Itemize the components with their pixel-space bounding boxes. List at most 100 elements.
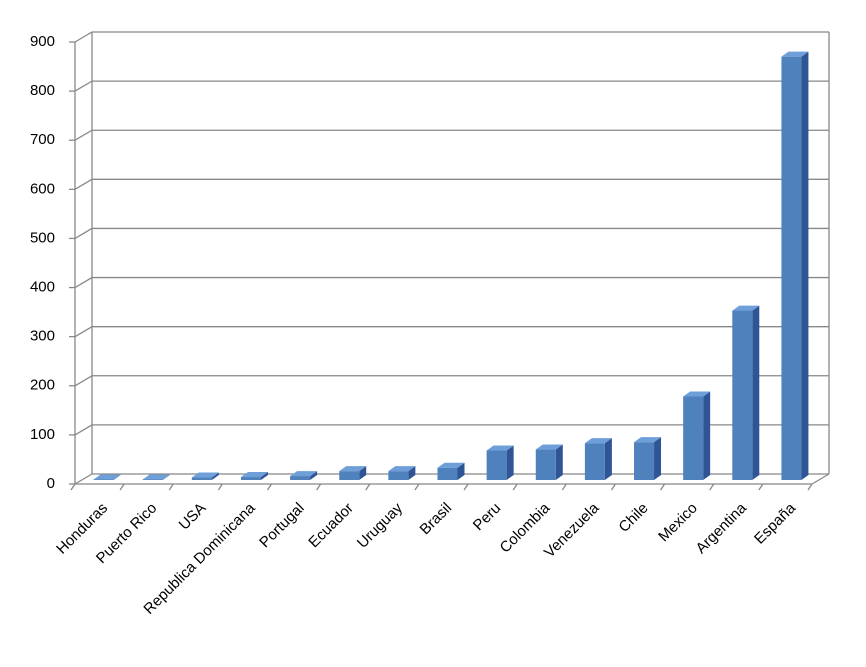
y-tick-label: 800	[30, 82, 55, 99]
x-tick	[365, 483, 371, 491]
x-tick-label: Argentina	[693, 499, 751, 557]
x-tick-label: Portugal	[256, 500, 308, 552]
bar	[339, 466, 367, 480]
bar-side	[604, 438, 612, 480]
x-tick	[414, 483, 420, 491]
bar-top	[535, 444, 563, 450]
bar-top	[240, 472, 268, 478]
bar-side	[654, 437, 662, 480]
bar-front	[240, 477, 261, 480]
bar-top	[486, 445, 514, 451]
bar-side	[457, 462, 465, 480]
x-tick-label: Peru	[470, 500, 504, 534]
bar-top	[781, 51, 809, 57]
bar-front	[732, 310, 753, 480]
grid-line	[74, 375, 829, 387]
bar	[634, 437, 662, 480]
x-tick-label: Uruguay	[354, 499, 406, 551]
x-tick	[561, 483, 567, 491]
bar	[486, 445, 514, 480]
bar-top	[584, 438, 612, 444]
x-tick	[758, 483, 764, 491]
bar-front	[683, 396, 704, 480]
bar-side	[359, 466, 367, 480]
x-tick-label: Venezuela	[541, 499, 603, 561]
y-tick-label: 500	[30, 229, 55, 246]
y-tick-label: 900	[30, 33, 55, 50]
x-tick-label: Mexico	[655, 500, 701, 546]
grid-line	[74, 473, 829, 485]
bar-front	[339, 471, 360, 480]
bar-top	[142, 474, 170, 480]
bar	[535, 444, 563, 480]
bar	[683, 391, 711, 480]
x-tick	[463, 483, 469, 491]
floor-right	[811, 473, 830, 485]
bar-front	[486, 450, 507, 480]
grid-line	[74, 424, 829, 436]
bar	[142, 474, 170, 480]
bar	[191, 472, 219, 480]
bar-side	[555, 444, 563, 480]
grid-line	[74, 178, 829, 190]
y-tick-label: 400	[30, 279, 55, 296]
bar	[240, 472, 268, 480]
x-tick	[168, 483, 174, 491]
bar-top	[339, 466, 367, 472]
bar-front	[437, 467, 458, 480]
x-tick	[217, 483, 223, 491]
bar	[781, 51, 809, 480]
x-tick	[610, 483, 617, 491]
bar-side	[506, 445, 514, 480]
bar	[437, 462, 465, 480]
grid-line	[74, 80, 829, 92]
bar-side	[801, 51, 809, 480]
bar-top	[683, 391, 711, 397]
bar-top	[634, 437, 662, 443]
grid-line	[74, 129, 829, 141]
x-tick-label: Brasil	[417, 500, 456, 539]
bar	[388, 466, 416, 480]
x-tick	[807, 483, 813, 491]
bar-side	[752, 305, 760, 480]
y-tick-label: 600	[30, 180, 55, 197]
y-tick-label: 700	[30, 131, 55, 148]
bar-front	[191, 477, 212, 480]
bar-top	[191, 472, 219, 478]
bar-top	[93, 474, 121, 480]
grid-line	[74, 31, 829, 43]
y-tick-label: 0	[47, 475, 55, 492]
y-tick-label: 300	[30, 328, 55, 345]
bar-side	[162, 474, 170, 480]
bar-top	[290, 471, 318, 477]
x-tick-label: Chile	[615, 500, 651, 536]
x-tick-label: Ecuador	[305, 500, 357, 552]
bar-side	[260, 472, 268, 480]
bar-front	[781, 56, 802, 480]
bar	[584, 438, 612, 480]
bar-top	[388, 466, 416, 472]
y-tick-label: 200	[30, 377, 55, 394]
bar-side	[703, 391, 711, 480]
grid-line	[74, 227, 829, 240]
y-tick-label: 100	[30, 426, 55, 443]
x-tick	[119, 483, 125, 491]
x-tick	[660, 483, 666, 491]
bar	[732, 305, 760, 480]
bar-side	[408, 466, 416, 480]
x-tick-label: USA	[176, 500, 210, 534]
x-tick	[70, 483, 76, 491]
bar-side	[211, 472, 219, 480]
bar-front	[584, 443, 605, 480]
x-tick	[709, 483, 715, 491]
bar	[290, 471, 318, 480]
bar-side	[113, 474, 121, 480]
bar-side	[310, 471, 318, 480]
bar-front	[634, 442, 655, 480]
bar-front	[388, 471, 409, 480]
bar-front	[535, 449, 556, 480]
grid-line	[74, 276, 829, 289]
x-tick	[266, 483, 273, 491]
